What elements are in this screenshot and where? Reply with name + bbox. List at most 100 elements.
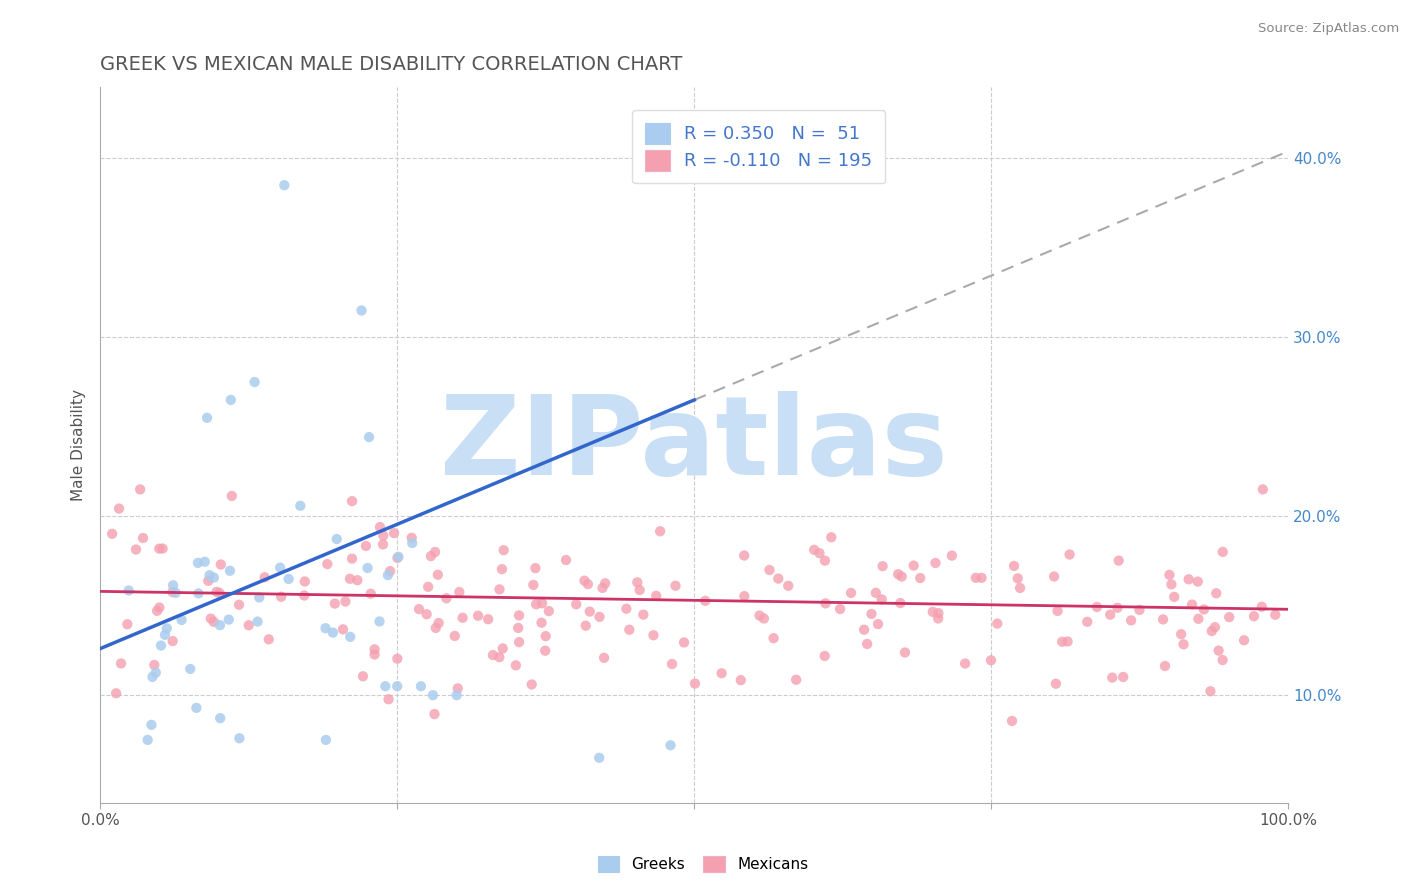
Point	[209, 711, 232, 725]
Point	[889, 596, 911, 610]
Point	[576, 577, 599, 591]
Point	[145, 665, 167, 680]
Point	[1056, 634, 1078, 648]
Point	[1243, 609, 1265, 624]
Point	[1181, 598, 1204, 612]
Point	[170, 613, 193, 627]
Point	[555, 553, 578, 567]
Point	[1250, 599, 1272, 614]
Point	[894, 645, 917, 659]
Point	[593, 576, 616, 591]
Point	[238, 618, 260, 632]
Point	[733, 589, 755, 603]
Point	[1192, 602, 1215, 616]
Point	[534, 629, 557, 643]
Point	[339, 572, 361, 586]
Point	[401, 531, 423, 545]
Point	[340, 551, 363, 566]
Point	[575, 618, 598, 632]
Point	[315, 732, 337, 747]
Point	[1101, 671, 1123, 685]
Point	[315, 621, 337, 635]
Point	[346, 573, 368, 587]
Text: GREEK VS MEXICAN MALE DISABILITY CORRELATION CHART: GREEK VS MEXICAN MALE DISABILITY CORRELA…	[100, 55, 682, 74]
Point	[593, 650, 616, 665]
Point	[125, 542, 148, 557]
Point	[733, 549, 755, 563]
Point	[1128, 603, 1150, 617]
Point	[1251, 483, 1274, 497]
Point	[616, 601, 638, 615]
Point	[418, 580, 440, 594]
Point	[434, 591, 457, 606]
Point	[531, 596, 554, 610]
Point	[108, 501, 131, 516]
Point	[110, 657, 132, 671]
Point	[129, 483, 152, 497]
Point	[360, 587, 382, 601]
Point	[423, 707, 446, 722]
Point	[853, 623, 876, 637]
Legend: R = 0.350   N =  51, R = -0.110   N = 195: R = 0.350 N = 51, R = -0.110 N = 195	[633, 110, 886, 184]
Point	[588, 751, 610, 765]
Point	[803, 542, 825, 557]
Point	[197, 574, 219, 588]
Point	[830, 602, 852, 616]
Point	[357, 430, 380, 444]
Point	[246, 615, 269, 629]
Point	[477, 612, 499, 626]
Point	[1010, 581, 1032, 595]
Point	[814, 554, 837, 568]
Point	[592, 581, 614, 595]
Point	[253, 570, 276, 584]
Point	[1046, 604, 1069, 618]
Point	[378, 564, 401, 578]
Point	[768, 572, 790, 586]
Point	[565, 597, 588, 611]
Point	[820, 530, 842, 544]
Point	[363, 648, 385, 662]
Point	[202, 570, 225, 584]
Point	[382, 526, 405, 541]
Point	[1107, 600, 1129, 615]
Point	[492, 543, 515, 558]
Point	[508, 621, 530, 635]
Point	[446, 688, 468, 702]
Point	[387, 550, 409, 565]
Point	[377, 692, 399, 706]
Point	[659, 738, 682, 752]
Point	[1212, 653, 1234, 667]
Point	[218, 613, 240, 627]
Point	[1154, 659, 1177, 673]
Point	[1112, 670, 1135, 684]
Point	[522, 578, 544, 592]
Y-axis label: Male Disability: Male Disability	[72, 389, 86, 500]
Point	[423, 545, 446, 559]
Point	[419, 549, 441, 563]
Point	[1208, 643, 1230, 657]
Point	[186, 701, 208, 715]
Point	[277, 572, 299, 586]
Point	[356, 561, 378, 575]
Point	[872, 559, 894, 574]
Point	[118, 583, 141, 598]
Point	[1108, 553, 1130, 567]
Point	[294, 574, 316, 589]
Point	[449, 585, 471, 599]
Point	[710, 666, 733, 681]
Point	[578, 605, 600, 619]
Point	[941, 549, 963, 563]
Point	[350, 303, 373, 318]
Point	[537, 604, 560, 618]
Point	[921, 605, 943, 619]
Point	[198, 568, 221, 582]
Point	[187, 556, 209, 570]
Point	[650, 524, 672, 539]
Point	[101, 526, 124, 541]
Point	[1001, 714, 1024, 728]
Point	[415, 607, 437, 622]
Point	[162, 585, 184, 599]
Point	[488, 582, 510, 597]
Point	[965, 571, 987, 585]
Point	[1163, 590, 1185, 604]
